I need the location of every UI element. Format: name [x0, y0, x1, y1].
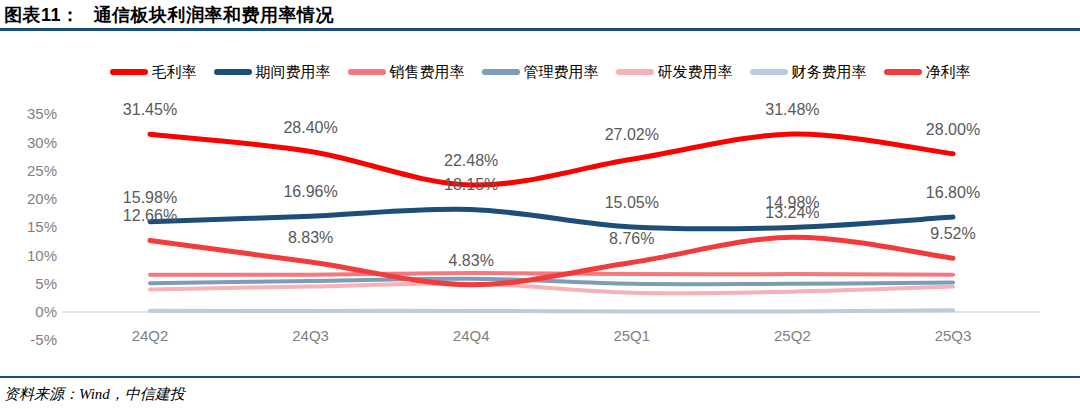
y-axis-tick: 25% [5, 162, 57, 180]
data-label-gross-margin: 31.48% [765, 101, 819, 119]
y-axis-tick: 0% [5, 303, 57, 321]
series-line-gross-margin [150, 134, 953, 185]
data-label-period-expense-ratio: 16.80% [926, 184, 980, 202]
source-note: 资料来源：Wind，中信建投 [4, 385, 185, 404]
y-axis-tick: 5% [5, 275, 57, 293]
data-label-period-expense-ratio: 15.05% [605, 194, 659, 212]
x-axis-tick: 24Q2 [115, 327, 185, 345]
series-line-admin-expense-ratio [150, 279, 953, 285]
series-line-period-expense-ratio [150, 209, 953, 229]
data-label-gross-margin: 22.48% [444, 152, 498, 170]
y-axis-tick: 35% [5, 105, 57, 123]
footer-divider-rule [0, 376, 1080, 378]
data-label-net-margin: 4.83% [449, 252, 494, 270]
x-axis-tick: 25Q3 [918, 327, 988, 345]
data-label-gross-margin: 28.40% [283, 119, 337, 137]
y-axis-tick: 15% [5, 218, 57, 236]
y-axis-tick: -5% [5, 331, 57, 349]
data-label-net-margin: 8.76% [609, 230, 654, 248]
series-line-net-margin [150, 237, 953, 285]
series-line-financial-expense-ratio [150, 310, 953, 311]
data-label-net-margin: 13.24% [765, 204, 819, 222]
data-label-period-expense-ratio: 18.15% [444, 176, 498, 194]
x-axis-tick: 24Q4 [436, 327, 506, 345]
data-label-gross-margin: 28.00% [926, 121, 980, 139]
data-label-period-expense-ratio: 16.96% [283, 183, 337, 201]
y-axis-tick: 10% [5, 247, 57, 265]
data-label-net-margin: 8.83% [288, 229, 333, 247]
data-label-gross-margin: 27.02% [605, 126, 659, 144]
x-axis-tick: 25Q1 [597, 327, 667, 345]
data-label-gross-margin: 31.45% [123, 101, 177, 119]
data-label-net-margin: 12.66% [123, 207, 177, 225]
y-axis-tick: 30% [5, 134, 57, 152]
report-figure: 图表11：通信板块利润率和费用率情况 毛利率期间费用率销售费用率管理费用率研发费… [0, 0, 1080, 409]
data-label-period-expense-ratio: 15.98% [123, 189, 177, 207]
x-axis-tick: 25Q2 [757, 327, 827, 345]
x-axis-tick: 24Q3 [276, 327, 346, 345]
data-label-net-margin: 9.52% [930, 225, 975, 243]
y-axis-tick: 20% [5, 190, 57, 208]
